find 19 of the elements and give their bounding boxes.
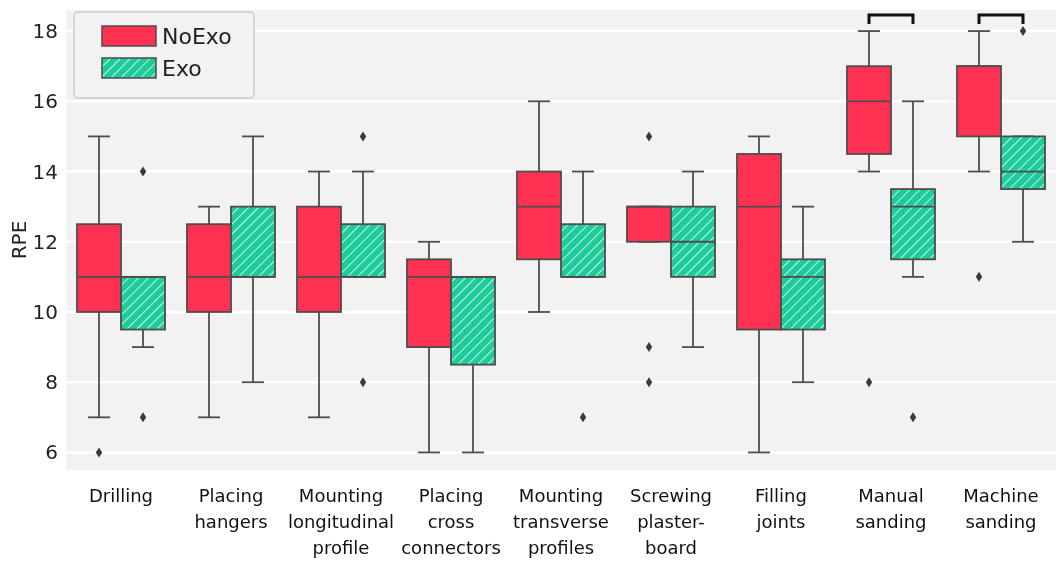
legend-label: NoExo [162, 23, 232, 49]
y-tick-label: 16 [32, 89, 58, 114]
y-axis-title: RPE [7, 220, 31, 260]
x-tick-label: Screwing plaster-board [630, 485, 712, 558]
x-tick-label: Placing hangers [194, 485, 268, 532]
legend-label: Exo [162, 55, 202, 81]
x-tick-label: Drilling [88, 485, 154, 506]
x-tick-label: Mounting transverse profiles [513, 485, 609, 558]
y-tick-label: 10 [32, 299, 58, 324]
x-tick-label: Placing cross connectors [401, 485, 501, 558]
y-tick-label: 8 [45, 370, 58, 395]
y-tick-label: 12 [32, 229, 58, 254]
x-tick-label: Filling joints [755, 485, 807, 532]
y-tick-label: 18 [32, 19, 58, 44]
x-tick-label: Machine sanding [963, 485, 1039, 532]
y-tick-label: 6 [45, 440, 58, 465]
y-tick-label: 14 [32, 159, 58, 184]
x-tick-label: Manual sanding [855, 485, 927, 532]
x-tick-label: Mounting longitudinal profile [287, 485, 395, 558]
